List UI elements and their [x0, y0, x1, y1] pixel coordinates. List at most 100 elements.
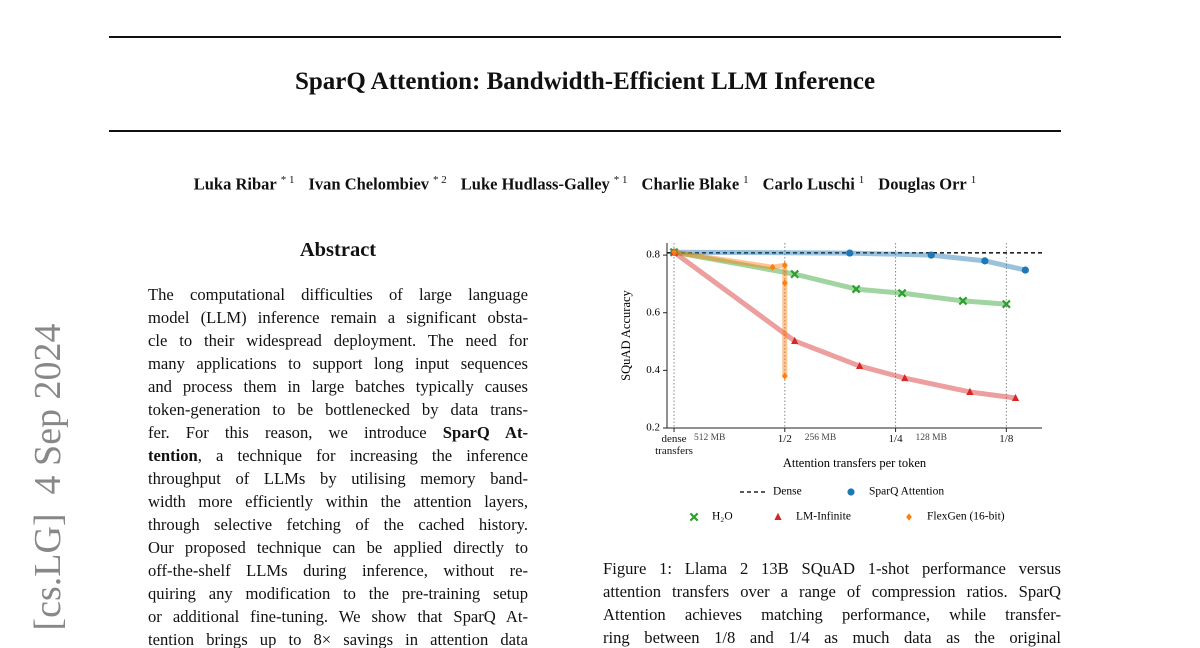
marker [856, 361, 864, 370]
legend-label: SparQ Attention [869, 486, 944, 498]
y-tick-label: 0.2 [646, 422, 660, 434]
author-affiliation: * 1 [280, 174, 295, 186]
abstract-body: The computational difficulties of large … [148, 283, 528, 648]
memory-label: 128 MB [916, 433, 947, 443]
marker [1021, 266, 1029, 274]
x-tick-label: 1/4 [888, 433, 903, 445]
x-tick-label-box: dense transfers [655, 433, 693, 457]
bold-span: tention [148, 446, 198, 465]
text-span: throughput of LLMs by utilising memory b… [148, 469, 528, 488]
text-line: Attention achieves matching performance,… [603, 605, 1061, 624]
y-tick-label: 0.4 [646, 364, 660, 376]
author: Charlie Blake 1 [642, 174, 749, 195]
text-line: or additional fine-tuning. We show that … [148, 605, 528, 628]
marker [781, 372, 788, 380]
author-name: Douglas Orr [878, 174, 967, 194]
text-line: and process them in large batches typica… [148, 375, 528, 398]
text-line: token-generation to be bottlenecked by d… [148, 398, 528, 421]
text-span: width more efficiently within the attent… [148, 492, 528, 511]
marker [671, 248, 677, 256]
text-line: throughput of LLMs by utilising memory b… [148, 467, 528, 490]
series-line [673, 249, 1007, 307]
abstract-heading: Abstract [299, 239, 377, 261]
marker [1001, 299, 1011, 309]
arxiv-side-label: [cs.LG] 4 Sep 2024 [27, 323, 69, 631]
text-line: Figure 1: Llama 2 13B SQuAD 1-shot perfo… [603, 559, 1061, 578]
text-line: model (LLM) inference remain a significa… [148, 306, 528, 329]
text-line: off-the-shelf LLMs during inference, wit… [148, 559, 528, 582]
x-tick-label-box: 1/8 [999, 433, 1014, 445]
author: Douglas Orr 1 [878, 174, 976, 195]
marker [981, 257, 989, 265]
author-name: Carlo Luschi [762, 174, 855, 194]
text-line: Our proposed technique can be applied di… [148, 536, 528, 559]
author: Carlo Luschi 1 [763, 174, 865, 195]
author-list: Luka Ribar * 1 Ivan Chelombiev * 2 Luke Hudl… [109, 174, 1061, 195]
y-tick-label: 0.8 [646, 249, 660, 261]
marker [966, 387, 974, 395]
text-span: off-the-shelf LLMs during inference, wit… [148, 561, 528, 580]
text-span: and process them in large batches typica… [148, 377, 528, 396]
text-span: model (LLM) inference remain a significa… [148, 308, 528, 327]
paper-title: SparQ Attention: Bandwidth-Efficient LLM… [294, 68, 876, 95]
text-line: tention brings up to 8× savings in atten… [148, 628, 528, 648]
text-line: attention transfers over a range of comp… [603, 582, 1061, 601]
marker [790, 269, 800, 279]
text-span: quiring any modification to the pre-trai… [148, 584, 528, 603]
marker [791, 336, 799, 344]
text-line: many applications to support long input … [148, 352, 528, 375]
marker [846, 249, 854, 257]
marker [769, 263, 776, 271]
marker [897, 288, 907, 298]
text-span: token-generation to be bottlenecked by d… [148, 400, 528, 419]
top-rule [109, 36, 1061, 38]
x-tick-label: dense transfers [655, 433, 693, 457]
legend-label: Dense [773, 486, 802, 498]
figure-chart: 0.2 0.4 0.6 0.8 dense transfers 1/2 1/4 1/8 512 … [619, 243, 1042, 523]
text-span: through selective fetching of the cached… [148, 515, 528, 534]
author-name: Ivan Chelombiev [308, 174, 430, 194]
title-rule [109, 130, 1061, 132]
text-line: tention, a technique for increasing the … [148, 444, 528, 467]
text-line: ring between 1/8 and 1/4 as much data as… [603, 628, 1061, 647]
text-span: Our proposed technique can be applied di… [148, 538, 528, 557]
author-name: Luka Ribar [193, 174, 277, 194]
legend-swatch [906, 513, 912, 521]
figure-caption: Figure 1: Llama 2 13B SQuAD 1-shot perfo… [603, 557, 1061, 648]
bold-span: SparQ At- [442, 423, 528, 442]
author-affiliation: 1 [970, 174, 977, 186]
marker [851, 284, 861, 294]
author: Ivan Chelombiev * 2 [308, 174, 446, 195]
text-span: The computational difficulties of large … [148, 285, 528, 304]
author-affiliation: * 1 [613, 174, 628, 186]
text-line: through selective fetching of the cached… [148, 513, 528, 536]
author-name: Luke Hudlass-Galley [460, 174, 610, 194]
x-tick-label-box: 1/4 [888, 433, 903, 445]
legend-label: FlexGen (16-bit) [927, 511, 1005, 523]
marker [901, 373, 909, 382]
author: Luke Hudlass-Galley * 1 [461, 174, 628, 195]
legend-label: H₂O [712, 511, 733, 523]
author: Luka Ribar * 1 [194, 174, 295, 195]
marker [1011, 393, 1020, 402]
x-tick-label: 1/8 [999, 433, 1014, 445]
y-axis-label: SQuAD Accuracy [619, 289, 633, 380]
series-line [672, 250, 1016, 401]
text-span: many applications to support long input … [148, 354, 528, 373]
text-span: or additional fine-tuning. We show that … [148, 607, 528, 626]
text-line: The computational difficulties of large … [148, 283, 528, 306]
author-affiliation: 1 [858, 174, 865, 186]
x-tick-label-box: 1/2 [778, 433, 792, 445]
text-span: fer. For this reason, we introduce [148, 423, 443, 442]
author-affiliation: 1 [743, 174, 749, 186]
author-affiliation: * 2 [433, 174, 447, 186]
marker [927, 251, 935, 259]
text-span: cle to their widespread deployment. The … [148, 331, 528, 350]
memory-label: 512 MB [694, 433, 725, 443]
y-tick-label: 0.6 [646, 306, 660, 318]
text-line: cle to their widespread deployment. The … [148, 329, 528, 352]
legend-swatch [689, 512, 699, 522]
marker [781, 279, 788, 287]
text-line: quiring any modification to the pre-trai… [148, 582, 528, 605]
